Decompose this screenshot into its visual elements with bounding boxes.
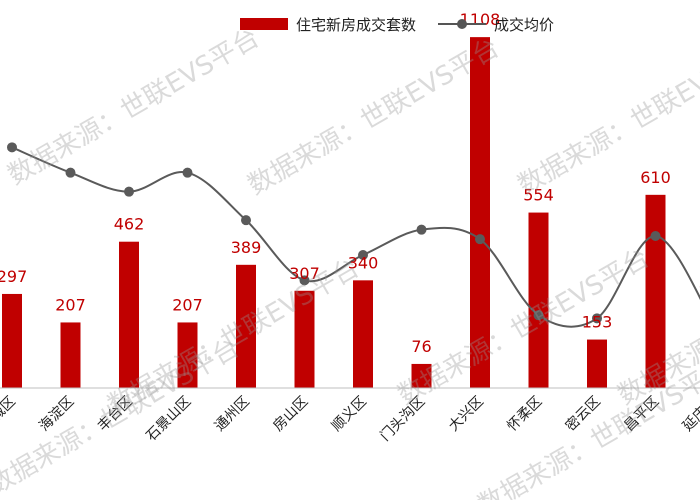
- price-point-6: [299, 275, 310, 286]
- bar-value-label: 340: [348, 253, 379, 272]
- bar-4: [177, 322, 198, 388]
- bar-12: [645, 194, 666, 388]
- x-tick-label: 密云区: [562, 393, 604, 435]
- labels-layer: 297207462207389307340761108554153610280: [0, 10, 700, 356]
- price-point-2: [65, 167, 76, 178]
- bar-value-label: 297: [0, 267, 27, 286]
- price-point-1: [7, 142, 17, 153]
- bar-8: [411, 363, 432, 388]
- legend-line-label: 成交均价: [494, 15, 555, 34]
- x-tick-label: 怀柔区: [504, 394, 545, 435]
- bar-1: [2, 293, 22, 388]
- legend-bar-swatch: [240, 18, 288, 30]
- price-point-10: [533, 310, 544, 321]
- legend-line-swatch: [438, 18, 487, 30]
- price-point-12: [650, 231, 661, 241]
- price-point-11: [592, 313, 602, 324]
- x-tick-label: 门头沟区: [377, 394, 428, 445]
- price-line: [11, 146, 700, 328]
- x-tick-label: 房山区: [270, 394, 311, 435]
- x-tick-label: 丰台区: [95, 394, 136, 435]
- bar-2: [60, 322, 81, 388]
- price-point-4: [182, 167, 193, 178]
- x-tick-label: 昌平区: [621, 394, 662, 435]
- legend-bar-label: 住宅新房成交套数: [296, 15, 417, 34]
- bar-value-label: 207: [172, 295, 203, 314]
- bar-value-label: 554: [523, 186, 554, 205]
- bar-value-label: 153: [582, 313, 613, 332]
- bar-value-label: 207: [55, 295, 86, 314]
- price-point-5: [241, 215, 251, 226]
- legend-item-line: 成交均价: [438, 14, 554, 35]
- bars-layer: [2, 37, 666, 389]
- price-point-7: [358, 250, 368, 260]
- bar-value-label: 76: [411, 337, 431, 356]
- bar-value-label: 307: [289, 264, 320, 283]
- bar-6: [294, 290, 315, 388]
- bar-7: [353, 280, 373, 388]
- x-tick-label: 石景山区: [143, 394, 194, 445]
- bar-3: [119, 241, 139, 388]
- x-tick-label: 通州区: [212, 394, 253, 435]
- x-tick-label: 顺义区: [329, 394, 370, 435]
- legend: 住宅新房成交套数 成交均价: [240, 10, 554, 38]
- x-tick-label: 海淀区: [36, 394, 77, 435]
- x-tick-label: 大兴区: [446, 394, 487, 435]
- x-tick-label: 东城区: [0, 394, 19, 435]
- bar-9: [470, 37, 490, 389]
- legend-item-bars: 住宅新房成交套数: [240, 14, 416, 35]
- line-layer: [7, 142, 700, 328]
- price-point-9: [475, 234, 485, 245]
- price-point-3: [124, 186, 134, 197]
- bar-value-label: 280: [699, 272, 700, 291]
- bar-value-label: 462: [114, 215, 145, 234]
- bar-10: [528, 212, 549, 388]
- bar-11: [587, 339, 607, 388]
- bar-value-label: 389: [231, 238, 262, 257]
- ticks-layer: 东城区 海淀区 丰台区 石景山区 通州区 房山区 顺义区 门头沟区 大兴区 怀柔区 密云区 昌平区 延庆…: [0, 393, 700, 445]
- x-tick-label: 延庆区: [680, 394, 700, 435]
- price-point-8: [416, 224, 427, 235]
- bar-value-label: 610: [640, 168, 671, 187]
- bar-5: [236, 264, 256, 388]
